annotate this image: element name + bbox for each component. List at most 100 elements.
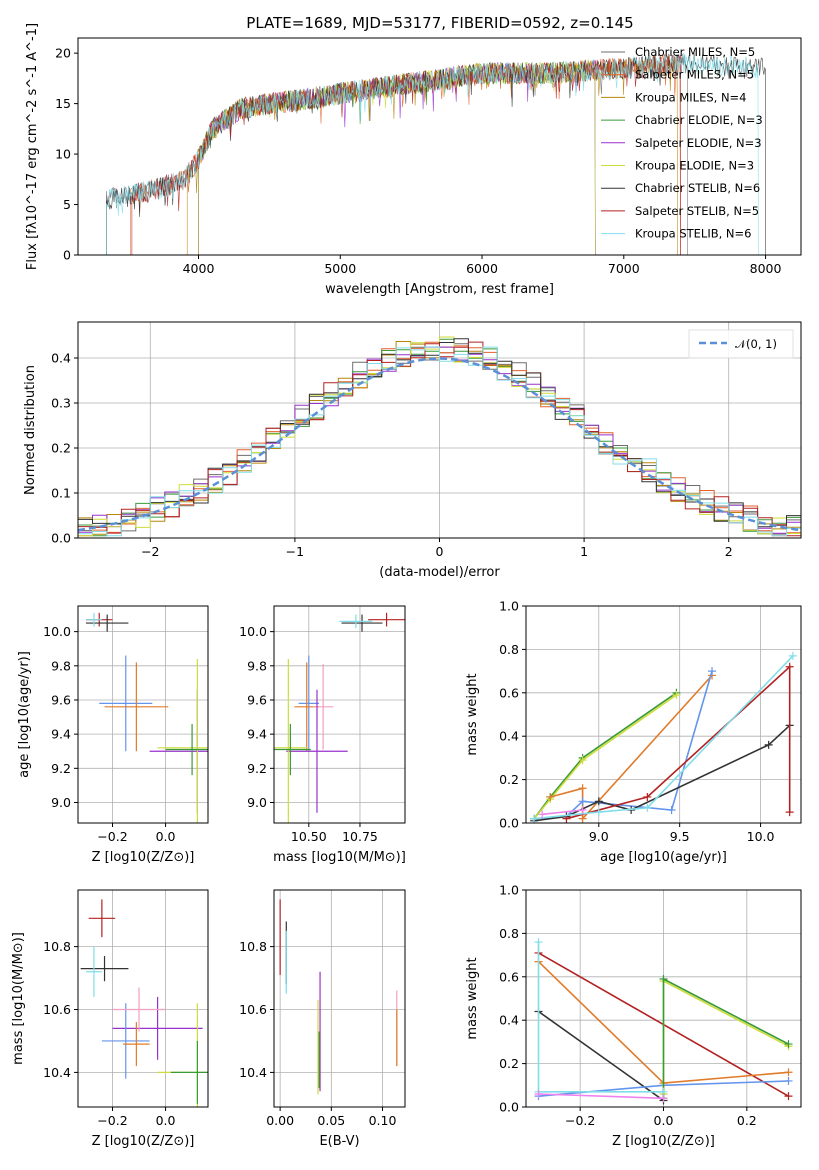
age_vs_mass-panel: 10.50 10.75 9.0 9.2 9.4 9.6 9.8 10.0 mass [log10… [239, 605, 406, 865]
y-tick-label: 10.8 [43, 939, 71, 954]
y-axis-label: Normed distribution [23, 365, 38, 495]
legend-entry: Kroupa ELODIE, N=3 [635, 159, 754, 173]
axes-frame [273, 605, 406, 824]
y-tick-label: 0.2 [51, 441, 71, 456]
y-tick-label: 1.0 [499, 599, 519, 614]
weight-point-marker [594, 808, 603, 817]
weight-point-marker [672, 690, 681, 699]
weight-point-marker [659, 1094, 668, 1103]
weight-series-line [566, 664, 791, 820]
axes-frame [77, 321, 802, 539]
weight-series-line [662, 977, 789, 1099]
x-tick-label: 10.50 [291, 829, 327, 844]
errorbar-point [101, 1003, 150, 1079]
age_vs_Z-panel: −0.2 0.0 9.0 9.2 9.4 9.6 9.8 10.0 Z [log10(Z/Z⊙)… [17, 605, 209, 865]
x-axis-label: Z [log10(Z/Z⊙)] [612, 1134, 715, 1149]
axes-frame [77, 889, 209, 1108]
legend-entry: 𝒩(0, 1) [735, 337, 777, 351]
x-tick-label: 0.0 [156, 829, 176, 844]
errorbar-point [274, 723, 311, 776]
legend-entry: Kroupa MILES, N=4 [635, 90, 747, 104]
y-tick-label: 0.8 [499, 926, 519, 941]
y-tick-label: 0.8 [499, 642, 519, 657]
x-tick-label: 10.0 [747, 829, 775, 844]
x-tick-label: 2 [725, 544, 733, 559]
y-axis-label: mass [log10(M/M⊙)] [11, 932, 26, 1065]
histogram-step [78, 346, 801, 537]
mass_vs_EBV-panel: 0.00 0.05 0.10 10.4 10.6 10.8 E(B-V) [239, 889, 406, 1149]
weight-point-marker [530, 814, 539, 823]
weight-point-marker [594, 797, 603, 806]
y-tick-label: 9.0 [51, 795, 71, 810]
x-tick-label: 10.75 [342, 829, 378, 844]
y-tick-label: 9.4 [247, 727, 267, 742]
axes-frame [273, 889, 406, 1108]
weight-point-marker [785, 662, 794, 671]
weight-point-marker [784, 1076, 793, 1085]
mass_weight_vs_Z-panel: −0.2 0.0 0.2 0.0 0.2 0.4 0.6 0.8 1.0 Z [log10(Z/Z… [465, 883, 802, 1149]
figure-title: PLATE=1689, MJD=53177, FIBERID=0592, z=0… [246, 14, 633, 32]
y-tick-label: 0.4 [51, 351, 71, 366]
x-tick-label: 4000 [183, 261, 215, 276]
x-axis-label: age [log10(age/yr)] [600, 850, 727, 865]
y-axis-label: age [log10(age/yr)] [17, 651, 32, 778]
y-tick-label: 0.6 [499, 969, 519, 984]
errorbar-point [368, 612, 405, 627]
errorbar-point [85, 946, 102, 997]
weight-point-marker [534, 938, 543, 947]
weight-point-marker [667, 805, 676, 814]
legend-entry: Chabrier MILES, N=5 [635, 45, 755, 59]
weight-series-line [533, 694, 677, 820]
legend-entry: Kroupa STELIB, N=6 [635, 227, 752, 241]
y-tick-label: 10.0 [43, 624, 71, 639]
y-tick-label: 0.1 [51, 486, 71, 501]
x-tick-label: 7000 [608, 261, 640, 276]
weight-point-marker [764, 740, 773, 749]
weight-point-marker [546, 792, 555, 801]
weight-point-marker [578, 784, 587, 793]
x-axis-label: Z [log10(Z/Z⊙)] [92, 1134, 195, 1149]
x-tick-label: 1 [580, 544, 588, 559]
plot-area [274, 612, 405, 823]
x-tick-label: 0.2 [737, 1113, 757, 1128]
legend-entry: Salpeter ELODIE, N=3 [635, 136, 762, 150]
weight-point-marker [643, 803, 652, 812]
errorbar-point [104, 662, 169, 752]
x-tick-label: 5000 [324, 261, 356, 276]
spectrum-panel: 4000 5000 6000 7000 8000 0 5 10 15 20 wavelength [… [25, 23, 802, 297]
y-axis-label: mass weight [465, 957, 480, 1039]
weight-point-marker [784, 1092, 793, 1101]
errorbar-point [165, 723, 208, 776]
x-tick-label: −1 [286, 544, 304, 559]
y-tick-label: 9.6 [51, 692, 71, 707]
x-tick-label: 9.0 [589, 829, 609, 844]
weight-point-marker [534, 1089, 543, 1098]
y-tick-label: 10.0 [239, 624, 267, 639]
x-axis-label: Z [log10(Z/Z⊙)] [92, 850, 195, 865]
y-tick-label: 0.4 [499, 729, 519, 744]
weight-series-line [534, 655, 794, 820]
y-tick-label: 9.8 [247, 658, 267, 673]
y-axis-label: mass weight [465, 673, 480, 755]
axes-frame [525, 889, 802, 1108]
errorbar-point [85, 612, 102, 627]
y-tick-label: 20 [55, 46, 71, 61]
weight-point-marker [578, 756, 587, 765]
weight-series-line [542, 809, 583, 816]
errorbar-point [312, 664, 334, 750]
axes-frame [77, 605, 209, 824]
y-tick-label: 15 [55, 96, 71, 111]
y-tick-label: 10.8 [239, 939, 267, 954]
y-tick-label: 5 [63, 197, 71, 212]
legend-entry: Salpeter MILES, N=5 [635, 68, 754, 82]
errorbar-point [112, 996, 203, 1060]
errorbar-point [170, 1040, 208, 1104]
weight-series-line [538, 1010, 664, 1102]
weight-point-marker [578, 814, 587, 823]
y-tick-label: 10.6 [239, 1002, 267, 1017]
y-tick-label: 9.6 [247, 692, 267, 707]
x-tick-label: −0.2 [97, 1113, 127, 1128]
errorbar-point [341, 614, 383, 632]
y-tick-label: 0.2 [499, 1056, 519, 1071]
